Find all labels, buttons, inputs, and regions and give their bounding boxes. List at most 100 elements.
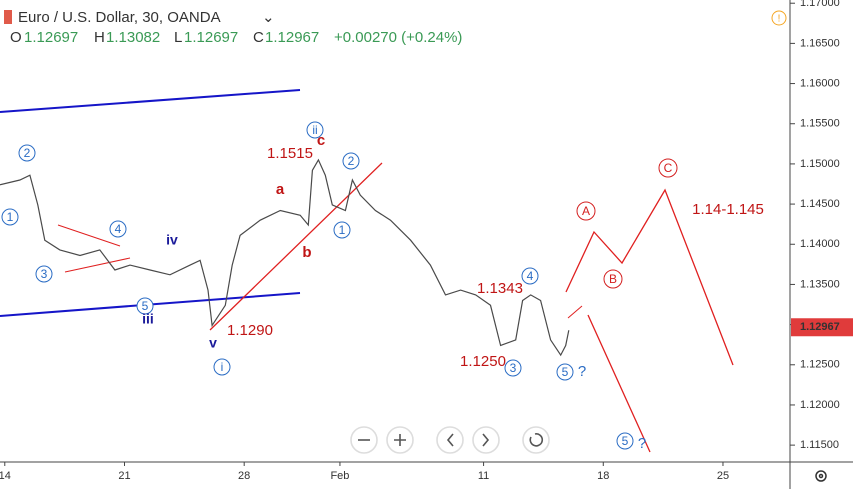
wave-label: 5 xyxy=(622,434,629,448)
x-tick-label: 25 xyxy=(717,470,729,482)
wave-label: 3 xyxy=(41,267,48,281)
x-tick-label: 18 xyxy=(597,470,609,482)
low-value: 1.12697 xyxy=(184,29,238,46)
wave-circle xyxy=(504,359,522,377)
wave-label: 1.1250 xyxy=(460,353,506,370)
low-label: L xyxy=(174,29,182,46)
scroll-right-icon xyxy=(482,433,490,447)
x-tick-label: 28 xyxy=(238,470,250,482)
current-price-label: 1.12967 xyxy=(800,321,840,333)
x-tick-label: Feb xyxy=(330,470,349,482)
open-label: O xyxy=(10,29,22,46)
wave-label: a xyxy=(276,181,285,198)
wave-label: 1.1343 xyxy=(477,280,523,297)
wave-circle xyxy=(658,158,678,178)
scroll-right-button[interactable] xyxy=(472,426,500,454)
wave-label: ? xyxy=(638,435,646,452)
wave-circle xyxy=(342,152,360,170)
wave-circle xyxy=(333,221,351,239)
projection-down xyxy=(587,314,651,453)
settings-button[interactable] xyxy=(815,470,827,482)
price-line xyxy=(0,158,570,357)
reset-icon xyxy=(529,433,544,447)
wave-circle xyxy=(603,269,623,289)
scroll-left-button[interactable] xyxy=(436,426,464,454)
wave-label: v xyxy=(209,335,217,351)
wave-label: ? xyxy=(578,363,586,380)
x-tick-label: 21 xyxy=(118,470,130,482)
wave-label: A xyxy=(582,204,590,218)
projection-abc xyxy=(565,188,734,366)
wave-label: ii xyxy=(312,123,317,137)
x-tick-label: 14 xyxy=(0,470,11,482)
y-tick-label: 1.12000 xyxy=(800,399,840,411)
wave-label: 1 xyxy=(7,210,14,224)
y-tick-label: 1.12500 xyxy=(800,359,840,371)
channel-upper xyxy=(0,89,301,113)
wave-circle xyxy=(576,201,596,221)
toolbar xyxy=(350,426,550,454)
high-value: 1.13082 xyxy=(106,29,160,46)
wave-label: i xyxy=(221,360,224,374)
symbol: Euro / U.S. Dollar, 30, OANDA xyxy=(18,9,221,26)
high-label: H xyxy=(94,29,105,46)
scroll-left-icon xyxy=(446,433,454,447)
wave-label: 2 xyxy=(24,146,31,160)
x-tick-label: 11 xyxy=(478,470,489,482)
wave-label: B xyxy=(609,272,617,286)
triangle-lower xyxy=(64,257,131,273)
wave-label: 5 xyxy=(562,365,569,379)
wave-circle xyxy=(109,220,127,238)
close-label: C xyxy=(253,29,264,46)
wave-label: c xyxy=(317,132,325,149)
projection-up xyxy=(567,305,583,319)
settings-icon-center xyxy=(818,473,824,479)
triangle-upper xyxy=(57,224,121,247)
wave-circle xyxy=(306,121,324,139)
current-price-box xyxy=(791,318,853,337)
wave-circle xyxy=(18,144,36,162)
y-tick-label: 1.17000 xyxy=(800,0,840,9)
wave-label: 1.1290 xyxy=(227,322,273,339)
wave-label: 1 xyxy=(339,223,346,237)
wave-circle xyxy=(1,208,19,226)
y-tick-label: 1.14000 xyxy=(800,238,840,250)
alert-icon-mark: ! xyxy=(778,14,781,25)
wave-circle xyxy=(616,432,634,450)
y-tick-label: 1.15500 xyxy=(800,118,840,130)
change-value: +0.00270 (+0.24%) xyxy=(334,29,462,46)
wave-label: iv xyxy=(166,232,178,248)
y-tick-label: 1.11500 xyxy=(800,439,839,451)
y-tick-label: 1.13500 xyxy=(800,278,840,290)
wave-label: 4 xyxy=(527,269,534,283)
wave-circle xyxy=(213,358,231,376)
y-tick-label: 1.16000 xyxy=(800,77,840,89)
trend-line xyxy=(209,162,383,331)
wave-label: C xyxy=(664,161,673,175)
flag-icon xyxy=(4,10,12,24)
y-tick-label: 1.15000 xyxy=(800,158,840,170)
y-tick-label: 1.16500 xyxy=(800,37,840,49)
wave-circle xyxy=(556,363,574,381)
wave-label: iii xyxy=(142,311,154,327)
wave-label: 1.1515 xyxy=(267,145,313,162)
wave-circle xyxy=(136,297,154,315)
header: Euro / U.S. Dollar, 30, OANDA ⌄ O 1.1269… xyxy=(4,9,462,46)
alert-icon[interactable] xyxy=(771,10,787,26)
wave-label: 4 xyxy=(115,222,122,236)
wave-label: 3 xyxy=(510,361,517,375)
reset-button[interactable] xyxy=(522,426,550,454)
zoom-in-icon xyxy=(394,434,406,446)
wave-circle xyxy=(521,267,539,285)
dropdown-arrow[interactable]: ⌄ xyxy=(262,9,275,26)
y-tick-label: 1.14500 xyxy=(800,198,840,210)
wave-label: 1.14-1.145 xyxy=(692,201,764,218)
wave-circle xyxy=(35,265,53,283)
open-value: 1.12697 xyxy=(24,29,78,46)
close-value: 1.12967 xyxy=(265,29,319,46)
wave-label: 2 xyxy=(348,154,355,168)
settings-icon xyxy=(815,470,827,482)
